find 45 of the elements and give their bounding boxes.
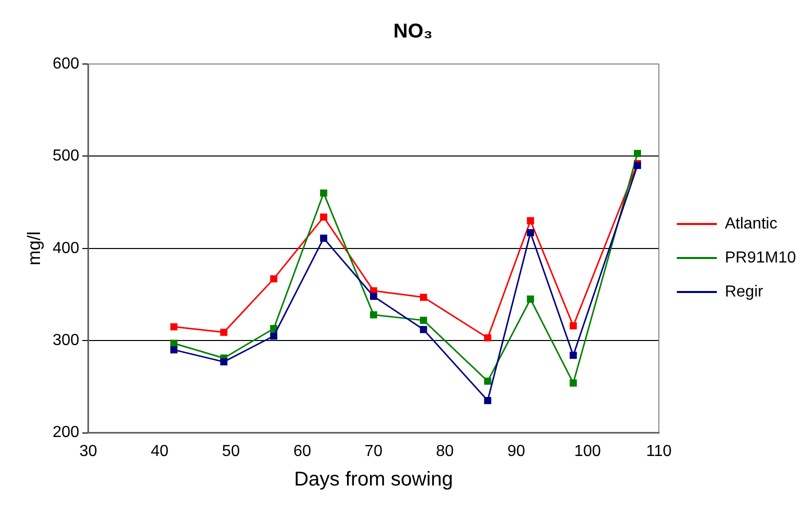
point [420, 326, 428, 334]
legend-label: Regir [724, 283, 764, 300]
point [484, 396, 492, 404]
point [526, 229, 534, 236]
x-tick-label: 40 [150, 442, 169, 460]
point [634, 150, 642, 158]
point [320, 190, 328, 197]
y-tick-label: 300 [52, 332, 80, 350]
x-tick-label: 90 [507, 442, 526, 460]
point [320, 234, 328, 242]
x-tick-label: 70 [364, 442, 383, 460]
chart-title: NO₃ [393, 20, 433, 43]
point [370, 292, 378, 300]
x-tick-label: 50 [222, 442, 240, 460]
point [526, 217, 534, 224]
x-tick-label: 30 [79, 442, 98, 460]
x-tick-label: 100 [574, 442, 601, 460]
x-tick-label: 110 [646, 442, 672, 460]
y-axis-title: mg/l [24, 231, 44, 266]
point [570, 379, 577, 387]
legend-label: Atlantic [724, 215, 778, 232]
point [420, 294, 428, 301]
point [484, 378, 492, 385]
point [220, 358, 228, 366]
point [526, 296, 534, 303]
y-tick-label: 400 [52, 240, 80, 257]
point [220, 328, 228, 336]
point [270, 325, 278, 332]
x-axis-title: Days from sowing [294, 468, 454, 491]
point [170, 323, 178, 330]
y-tick-label: 600 [52, 55, 80, 72]
point [270, 275, 278, 282]
point [270, 332, 278, 340]
point [570, 322, 577, 330]
point [484, 334, 492, 342]
y-tick-label: 200 [52, 424, 80, 442]
x-tick-label: 80 [436, 442, 454, 460]
point [570, 352, 577, 359]
legend-label: PR91M10 [724, 249, 796, 266]
point [370, 311, 378, 318]
y-tick-label: 500 [52, 148, 80, 165]
x-tick-label: 60 [293, 442, 312, 460]
point [420, 316, 428, 324]
point [320, 213, 328, 221]
point [170, 346, 178, 354]
